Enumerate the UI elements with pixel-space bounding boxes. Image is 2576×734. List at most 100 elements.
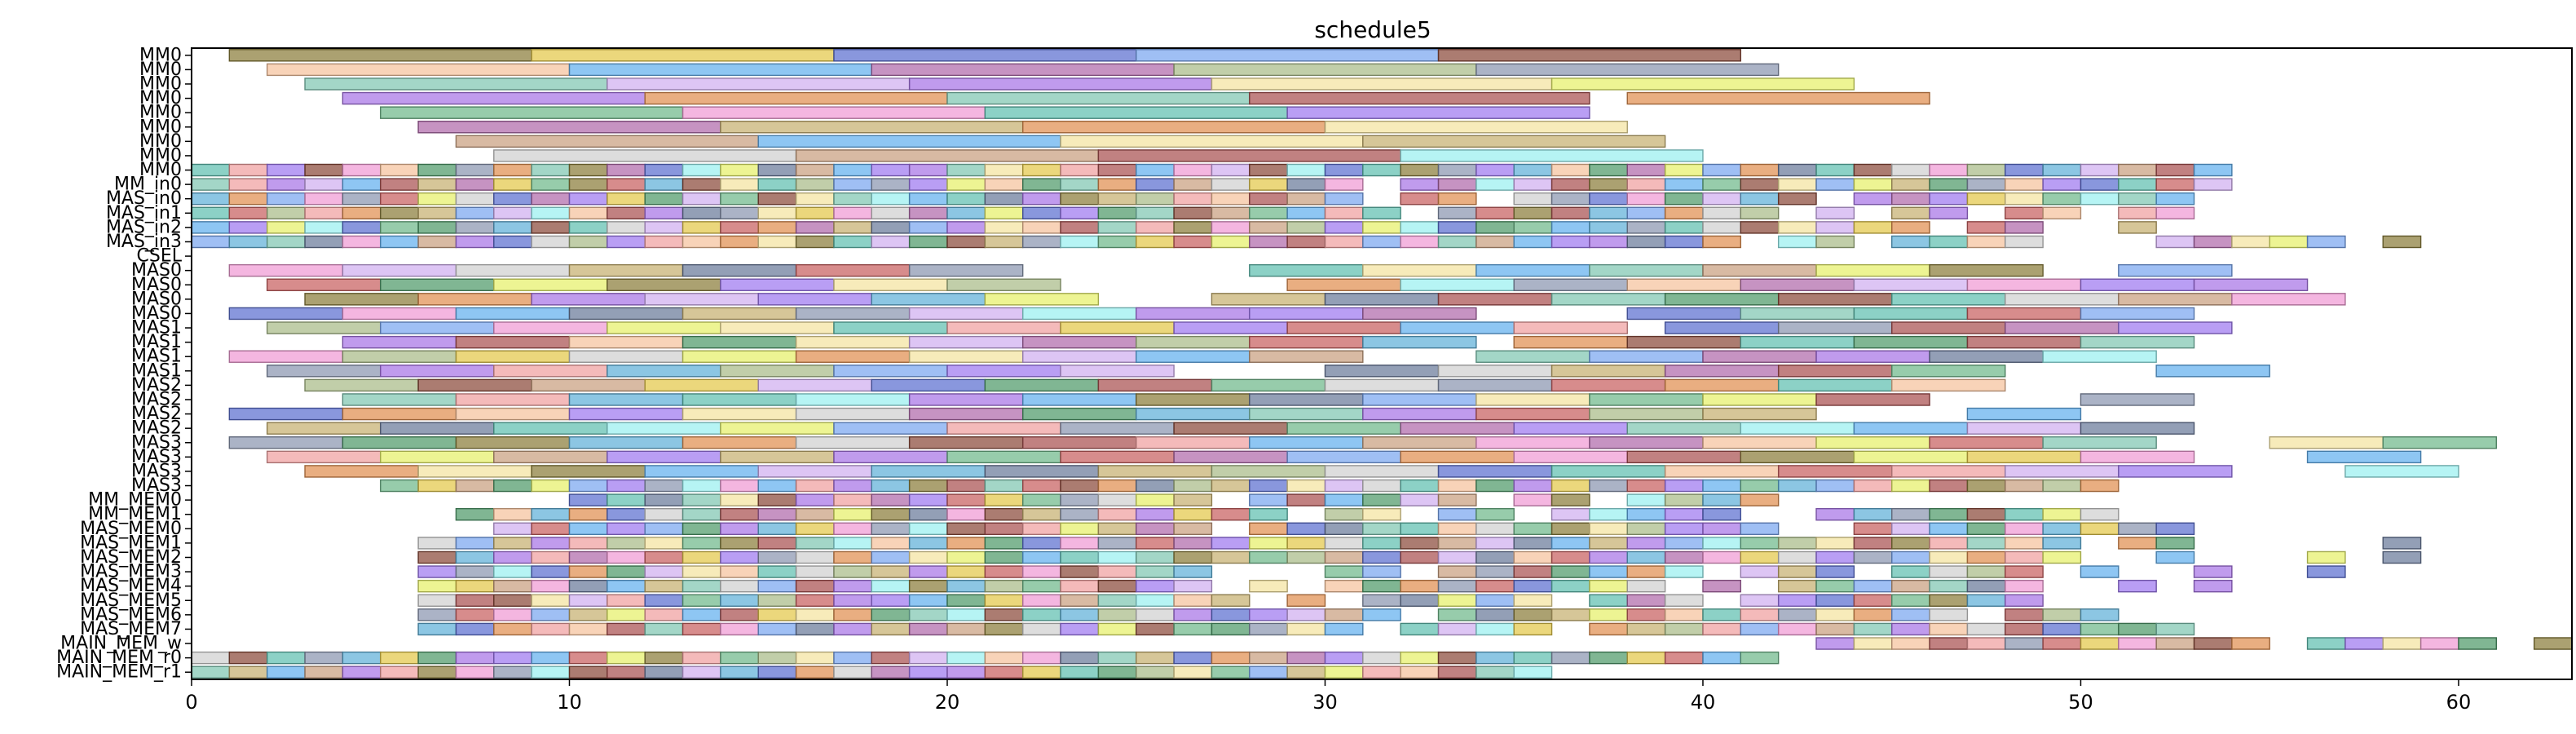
task-bar <box>1626 537 1666 550</box>
task-bar <box>681 163 721 177</box>
task-bar <box>1891 608 1930 621</box>
task-bar <box>720 121 1024 134</box>
task-bar <box>908 77 1213 91</box>
task-bar <box>1437 579 1477 593</box>
task-bar <box>1891 378 2006 392</box>
task-bar <box>720 192 759 206</box>
task-bar <box>1362 651 1401 665</box>
task-bar <box>1777 163 1817 177</box>
task-bar <box>455 608 495 621</box>
row-label: MAS2 <box>131 404 182 424</box>
task-bar <box>720 537 759 550</box>
task-bar <box>720 522 759 536</box>
task-bar <box>1286 206 1326 220</box>
task-bar <box>493 206 532 220</box>
task-bar <box>1021 350 1137 363</box>
task-bar <box>1740 450 1855 464</box>
task-bar <box>1211 178 1251 191</box>
task-bar <box>1173 450 1288 464</box>
task-bar <box>1589 436 1704 449</box>
task-bar <box>1437 206 1477 220</box>
task-bar <box>984 651 1024 665</box>
task-bar <box>644 206 684 220</box>
task-bar <box>1550 77 1855 91</box>
task-bar <box>1626 594 1666 607</box>
task-bar <box>720 278 835 291</box>
task-bar <box>1550 493 1590 506</box>
task-bar <box>946 507 986 521</box>
task-bar <box>833 192 872 206</box>
task-bar <box>1021 479 1061 493</box>
task-bar <box>644 293 759 306</box>
x-tick-label: 30 <box>1312 691 1338 714</box>
task-bar <box>1589 537 1628 550</box>
task-bar <box>757 608 797 621</box>
task-bar <box>1929 565 1969 578</box>
task-bar <box>1136 307 1251 321</box>
task-bar <box>1362 436 1477 449</box>
task-bar <box>1437 507 1477 521</box>
task-bar <box>267 192 306 206</box>
task-bar <box>2042 350 2157 363</box>
task-bar <box>720 321 835 334</box>
task-bar <box>1589 393 1704 406</box>
task-bar <box>795 479 835 493</box>
task-bar <box>1513 335 1628 349</box>
task-bar <box>455 550 495 564</box>
task-bar <box>1475 178 1515 191</box>
row-label: MAS0 <box>131 275 182 295</box>
task-bar <box>568 63 872 77</box>
task-bar <box>984 550 1024 564</box>
task-bar <box>1060 507 1100 521</box>
task-bar <box>2005 550 2044 564</box>
task-bar <box>1550 507 1590 521</box>
task-bar <box>908 479 948 493</box>
task-bar <box>1589 565 1628 578</box>
task-bar <box>417 579 457 593</box>
task-bar <box>1136 579 1175 593</box>
task-bar <box>1702 651 1742 665</box>
task-bar <box>1173 321 1288 334</box>
row-label: MAS_in1 <box>106 203 182 223</box>
task-bar <box>493 192 532 206</box>
task-bar <box>1324 465 1440 478</box>
task-bar <box>1589 163 1628 177</box>
task-bar <box>607 178 646 191</box>
task-bar <box>1249 263 1364 277</box>
task-bar <box>380 178 419 191</box>
task-bar <box>417 622 457 636</box>
task-bar <box>1589 407 1704 421</box>
task-bar <box>1136 335 1251 349</box>
task-bar <box>1400 450 1515 464</box>
task-bar <box>1249 221 1288 234</box>
task-bar <box>1400 278 1515 291</box>
task-bar <box>871 163 911 177</box>
task-bar <box>1966 579 2006 593</box>
task-bar <box>1891 192 1930 206</box>
task-bar <box>1550 235 1590 249</box>
task-bar <box>984 479 1024 493</box>
task-bar <box>908 622 948 636</box>
task-bar <box>1777 479 1817 493</box>
task-bar <box>681 479 721 493</box>
task-bar <box>946 235 986 249</box>
task-bar <box>757 651 797 665</box>
task-bar <box>568 550 608 564</box>
task-bar <box>1475 550 1515 564</box>
task-bar <box>1929 550 1969 564</box>
task-bar <box>1437 550 1477 564</box>
task-bar <box>946 278 1061 291</box>
task-bar <box>795 163 835 177</box>
task-bar <box>681 565 721 578</box>
task-bar <box>342 350 457 363</box>
task-bar <box>1097 550 1137 564</box>
task-bar <box>946 178 986 191</box>
task-bar <box>1362 493 1401 506</box>
task-bar <box>1362 608 1401 621</box>
task-bar <box>1437 49 1742 62</box>
task-bar <box>531 594 571 607</box>
task-bar <box>1475 221 1515 234</box>
task-bar <box>1324 622 1364 636</box>
task-bar <box>1777 192 1817 206</box>
task-bar <box>720 594 759 607</box>
